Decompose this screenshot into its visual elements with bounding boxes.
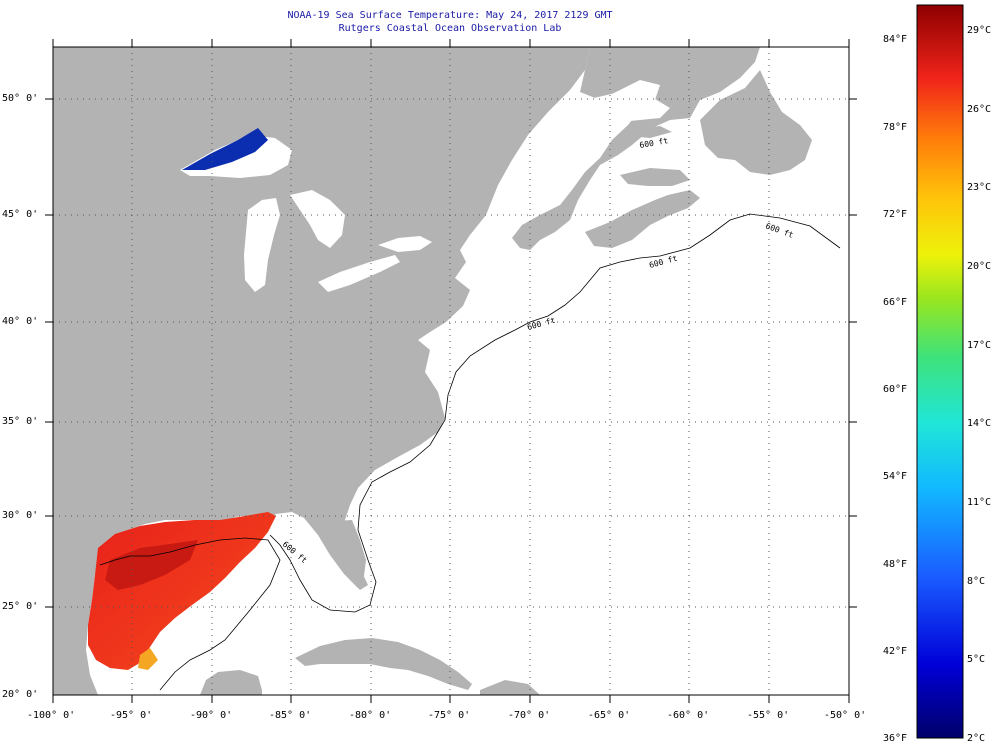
land-yucatan (200, 670, 262, 695)
isobath-gulf (99, 537, 281, 691)
lat-label: 30° 0' (2, 510, 39, 521)
land-florida (318, 520, 366, 588)
lon-label: -70° 0' (508, 710, 551, 721)
lon-label: -50° 0' (824, 710, 867, 721)
lat-label: 50° 0' (2, 93, 39, 104)
lat-label: 25° 0' (2, 601, 39, 612)
colorbar-c-label: 11°C (967, 497, 992, 508)
lat-label: 20° 0' (2, 689, 39, 700)
lon-label: -90° 0' (190, 710, 233, 721)
lon-label: -85° 0' (269, 710, 312, 721)
colorbar-c-label: 2°C (967, 733, 986, 744)
land-newfoundland (700, 70, 812, 175)
land-pei-cape-breton (620, 168, 690, 186)
colorbar-f-label: 66°F (883, 297, 908, 308)
lon-label: -95° 0' (110, 710, 153, 721)
colorbar-f-label: 60°F (883, 384, 908, 395)
lake-erie (318, 255, 400, 292)
colorbar-c-label: 5°C (967, 654, 986, 665)
colorbar-c-label: 17°C (967, 340, 992, 351)
colorbar-c-label: 29°C (967, 25, 992, 36)
lon-label: -60° 0' (667, 710, 710, 721)
lat-label: 35° 0' (2, 416, 39, 427)
st-lawrence-estuary (555, 92, 670, 138)
colorbar-f-label: 72°F (883, 209, 908, 220)
land-nova-scotia (585, 190, 700, 248)
axis-ticks (45, 39, 857, 703)
graticule (53, 47, 849, 695)
lon-label: -80° 0' (349, 710, 392, 721)
lon-label: -100° 0' (27, 710, 76, 721)
lake-ontario (378, 236, 432, 252)
lake-huron (290, 190, 345, 248)
colorbar (916, 4, 964, 739)
colorbar-f-label: 36°F (883, 733, 908, 744)
colorbar-c-label: 26°C (967, 104, 992, 115)
land-north-america (53, 47, 590, 695)
colorbar-c-label: 14°C (967, 418, 992, 429)
isobath-600ft-south (269, 329, 516, 613)
lon-label: -75° 0' (428, 710, 471, 721)
map-subtitle: Rutgers Coastal Ocean Observation Lab (338, 23, 562, 34)
lake-superior-cold (182, 128, 268, 170)
lon-label: -65° 0' (588, 710, 631, 721)
colorbar-f-label: 84°F (883, 34, 908, 45)
land-anticosti (628, 126, 672, 138)
land-hispaniola (480, 680, 540, 695)
lat-label: 40° 0' (2, 316, 39, 327)
land-cuba (295, 638, 472, 690)
land-maritimes (512, 47, 760, 250)
colorbar-f-label: 54°F (883, 471, 908, 482)
gulf-sst-cooler (138, 648, 158, 670)
colorbar-f-label: 48°F (883, 559, 908, 570)
lake-michigan (244, 198, 280, 292)
colorbar-f-label: 42°F (883, 646, 908, 657)
lat-label: 45° 0' (2, 209, 39, 220)
gulf-sst-dark (105, 540, 198, 590)
isobath-600ft (514, 213, 841, 331)
map-title: NOAA-19 Sea Surface Temperature: May 24,… (287, 10, 613, 21)
colorbar-c-label: 23°C (967, 182, 992, 193)
colorbar-f-label: 78°F (883, 122, 908, 133)
colorbar-c-label: 8°C (967, 576, 986, 587)
colorbar-c-label: 20°C (967, 261, 992, 272)
lon-label: -55° 0' (747, 710, 790, 721)
